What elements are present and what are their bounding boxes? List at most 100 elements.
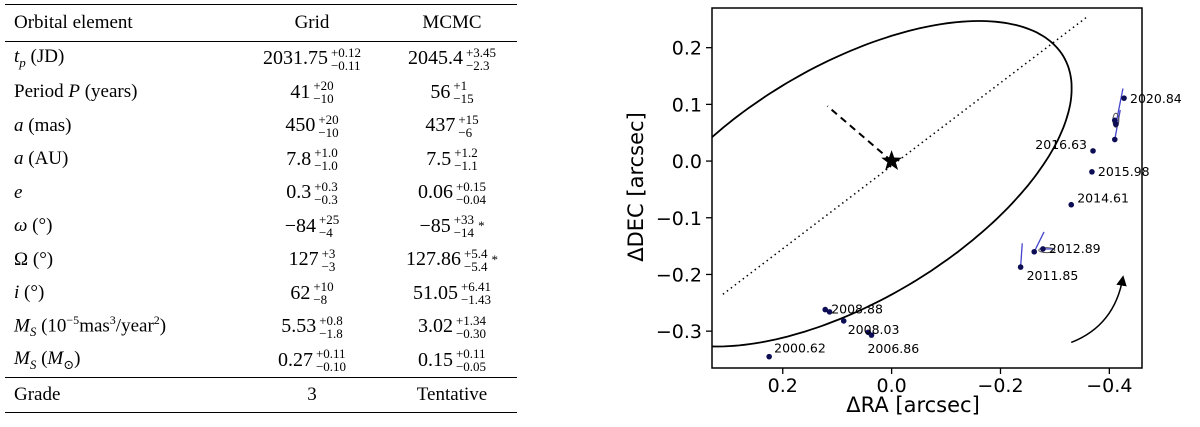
x-tick-label: 0.0	[877, 375, 907, 397]
mcmc-cell: 127.86 +5.4 −5.4 *	[387, 247, 517, 273]
upper-error: +0.15	[455, 178, 487, 194]
upper-error: +1.34	[455, 312, 487, 328]
upper-error: +1.0	[314, 145, 338, 161]
row-label: Ω (°)	[14, 248, 54, 270]
central-value: 7.8	[286, 147, 312, 170]
error-ellipse	[1038, 247, 1056, 254]
central-value: 62	[290, 281, 311, 304]
line-of-nodes	[722, 15, 1089, 295]
observation-point	[1121, 95, 1127, 101]
central-value: 0.06	[417, 181, 453, 204]
asymmetric-error: +1.0 −1.0	[314, 146, 338, 172]
lower-error: −1.0	[314, 158, 338, 174]
lower-error: −0.10	[315, 359, 347, 375]
observation-point	[766, 353, 772, 360]
mcmc-cell-value: 2045.4 +3.45 −2.3	[408, 46, 496, 72]
mcmc-cell: 51.05 +6.41 −1.43	[387, 280, 517, 306]
observation-point	[1040, 246, 1046, 252]
asymmetric-error: +1.2 −1.1	[454, 146, 478, 172]
upper-error: +5.4	[463, 245, 488, 261]
central-value: 127	[288, 248, 319, 271]
observation-point	[868, 332, 875, 338]
epoch-label: 2012.89	[1049, 241, 1101, 256]
grid-cell-value: 0.27 +0.11 −0.10	[278, 347, 346, 373]
central-value: 2045.4	[407, 47, 463, 70]
grid-cell: 0.27 +0.11 −0.10	[237, 347, 387, 373]
table-footer-rule	[5, 377, 517, 378]
observation-point	[1111, 136, 1118, 143]
row-label: i (°)	[14, 282, 45, 304]
row-label: a (AU)	[14, 148, 69, 170]
mcmc-cell-value: 0.15 +0.11 −0.05	[418, 347, 486, 373]
asymmetric-error: +0.15 −0.04	[456, 180, 486, 206]
x-tick-label: −0.4	[1086, 375, 1132, 397]
grid-cell: 2031.75 +0.12 −0.11	[237, 46, 387, 72]
residual-line	[1019, 243, 1023, 268]
central-value: 56	[430, 80, 451, 103]
asymmetric-error: +3.45 −2.3	[466, 46, 496, 72]
observation-point	[822, 306, 829, 313]
motion-direction-arrow	[1070, 275, 1127, 344]
row-label: tp (JD)	[14, 46, 65, 71]
orbital-elements-table: Orbital element Grid MCMC tp (JD) 2031.75…	[5, 4, 517, 413]
upper-error: +20	[313, 78, 334, 94]
mcmc-cell-value: 3.02 +1.34 −0.30	[418, 314, 486, 340]
periastron-line	[826, 105, 893, 162]
grid-cell: 7.8 +1.0 −1.0	[237, 146, 387, 172]
table-row: MS (M⊙) 0.27 +0.11 −0.10 0.15 +0.11 −0.05	[5, 344, 517, 378]
y-tick-label: −0.1	[656, 208, 702, 230]
grid-cell: −84 +25 −4	[237, 213, 387, 239]
note-marker: *	[491, 251, 499, 267]
orbit-ellipse	[712, 20, 1073, 348]
lower-error: −8	[313, 292, 328, 308]
mcmc-cell: −85 +33 −14 *	[387, 213, 517, 239]
observation-point	[1031, 248, 1038, 255]
lower-error: −10	[318, 124, 339, 140]
table-row: tp (JD) 2031.75 +0.12 −0.11 2045.4 +3.45 −2.3	[5, 42, 517, 76]
grid-cell-value: −84 +25 −4	[285, 213, 340, 239]
table-row: Ω (°) 127 +3 −3 127.86 +5.4 −5.4 *	[5, 243, 517, 277]
asymmetric-error: +1 −15	[453, 79, 473, 105]
mcmc-cell: 437 +15 −6	[387, 113, 517, 139]
asymmetric-error: +0.11 −0.10	[316, 347, 346, 373]
asymmetric-error: +0.8 −1.8	[319, 314, 343, 340]
header-grid: Grid	[294, 12, 330, 33]
lower-error: −10	[313, 91, 334, 107]
mcmc-cell-value: 51.05 +6.41 −1.43	[413, 280, 491, 306]
grid-cell: 41 +20 −10	[237, 79, 387, 105]
epoch-label: 2011.85	[1027, 268, 1079, 283]
epoch-label: 2015.98	[1098, 164, 1150, 179]
lower-error: −1.1	[454, 158, 478, 174]
epoch-label: 2016.63	[1035, 137, 1087, 152]
lower-error: −4	[318, 225, 333, 241]
x-tick-label: −0.2	[977, 375, 1023, 397]
observation-point	[1111, 117, 1118, 124]
table-row: e 0.3 +0.3 −0.3 0.06 +0.15 −0.04	[5, 176, 517, 210]
mcmc-cell: 3.02 +1.34 −0.30	[387, 314, 517, 340]
note-marker: *	[478, 218, 485, 234]
asymmetric-error: +3 −3	[322, 247, 336, 273]
lower-error: −5.4	[463, 258, 488, 274]
central-value: 3.02	[417, 315, 453, 338]
central-value: 51.05	[412, 281, 458, 304]
lower-error: −15	[453, 91, 474, 107]
grid-cell: 450 +20 −10	[237, 113, 387, 139]
mcmc-cell: 0.06 +0.15 −0.04	[387, 180, 517, 206]
table-bottom-rule	[5, 412, 517, 413]
mcmc-cell: 2045.4 +3.45 −2.3	[387, 46, 517, 72]
upper-error: +33	[453, 212, 475, 228]
observation-point	[1089, 169, 1095, 175]
mcmc-cell: 0.15 +0.11 −0.05	[387, 347, 517, 373]
central-value: 7.5	[426, 147, 452, 170]
y-tick-label: 0.2	[672, 38, 702, 60]
grid-cell-value: 2031.75 +0.12 −0.11	[263, 46, 361, 72]
grid-cell-value: 0.3 +0.3 −0.3	[286, 180, 338, 206]
lower-error: −0.11	[330, 57, 361, 73]
observation-point	[826, 309, 833, 315]
mcmc-cell-value: 437 +15 −6	[425, 113, 478, 139]
upper-error: +10	[313, 279, 334, 295]
table-row: Period P (years) 41 +20 −10 56 +1 −15	[5, 76, 517, 110]
lower-error: −6	[458, 124, 473, 140]
x-axis-label: ΔRA [arcsec]	[846, 393, 980, 417]
upper-error: +25	[318, 212, 340, 228]
